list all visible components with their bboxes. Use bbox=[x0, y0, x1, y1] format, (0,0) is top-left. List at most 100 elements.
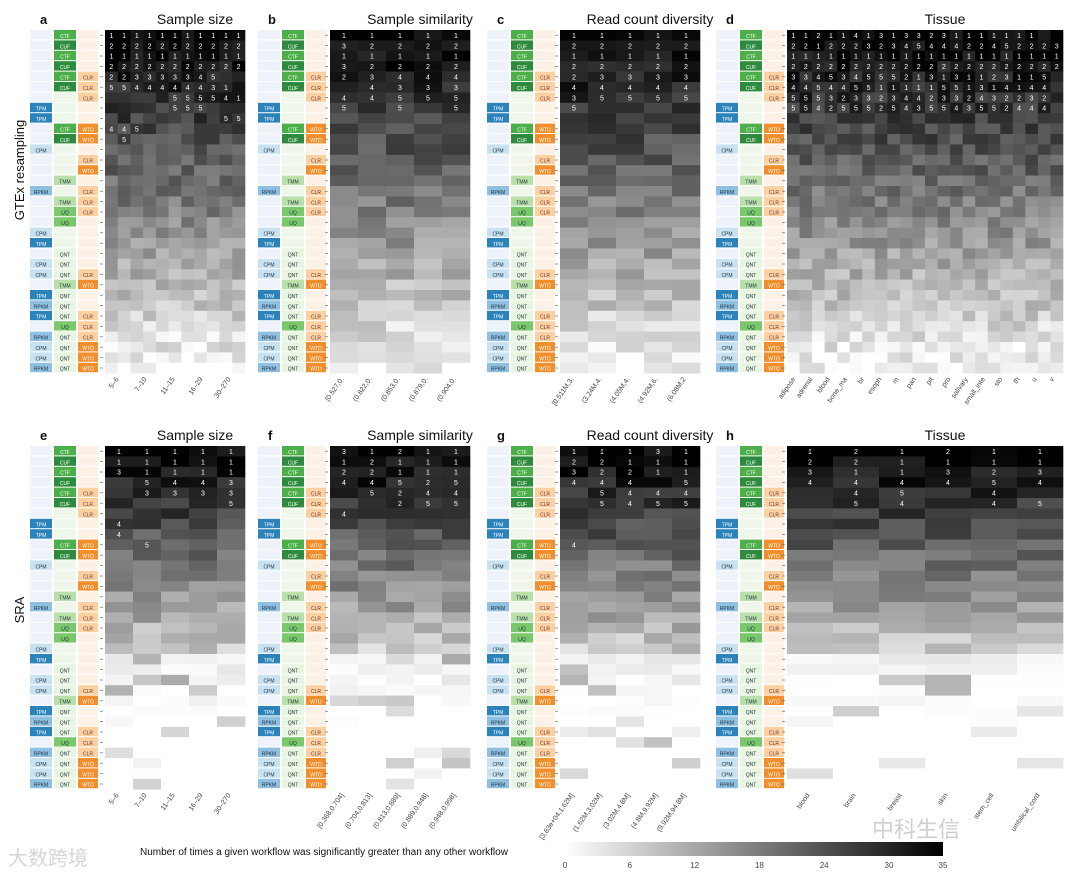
heatmap-cell bbox=[189, 602, 218, 613]
row-method-label: QNT bbox=[746, 679, 757, 685]
heatmap-cell bbox=[330, 695, 359, 707]
row-norm-cell bbox=[258, 685, 280, 695]
row-method-cell bbox=[740, 498, 762, 508]
heatmap-cell bbox=[206, 310, 220, 322]
rank-label: 4 bbox=[370, 480, 374, 487]
row-norm-label: TPM bbox=[493, 658, 504, 664]
row-method-label: CTF bbox=[60, 34, 70, 40]
row-test-cell bbox=[764, 737, 784, 747]
row-method-cell bbox=[54, 758, 76, 768]
row-method-cell bbox=[511, 570, 533, 581]
heatmap-cell bbox=[130, 352, 144, 364]
heatmap-cell bbox=[386, 134, 415, 145]
heatmap-cell bbox=[887, 300, 901, 312]
heatmap-cell bbox=[925, 768, 972, 780]
heatmap-cell bbox=[824, 186, 838, 197]
row-norm-label: CPM bbox=[721, 273, 732, 279]
heatmap-cell bbox=[161, 539, 190, 551]
rank-label: 1 bbox=[628, 459, 632, 466]
heatmap-cell bbox=[442, 154, 471, 166]
row-test-cell bbox=[535, 71, 555, 81]
heatmap-cell bbox=[358, 508, 387, 520]
row-method-label: UQ bbox=[289, 627, 297, 633]
heatmap-cell bbox=[799, 321, 813, 332]
heatmap-cell bbox=[105, 685, 134, 696]
heatmap-cell bbox=[161, 643, 190, 655]
row-norm-cell bbox=[30, 695, 52, 705]
heatmap-cell bbox=[1017, 695, 1064, 707]
heatmap-cell bbox=[824, 206, 838, 218]
row-norm-label: RPKM bbox=[262, 367, 276, 373]
heatmap-cell bbox=[161, 758, 190, 769]
heatmap-cell bbox=[117, 269, 131, 280]
heatmap-cell bbox=[644, 310, 673, 322]
row-norm-cell bbox=[487, 539, 509, 549]
row-norm-cell bbox=[487, 487, 509, 497]
heatmap-cell bbox=[925, 581, 972, 592]
colorbar-tick: 0 bbox=[563, 861, 568, 870]
row-norm-cell bbox=[30, 362, 52, 373]
heatmap-cell bbox=[560, 71, 589, 83]
heatmap-cell bbox=[442, 71, 471, 83]
row-method-cell bbox=[740, 290, 762, 300]
row-method-cell bbox=[282, 279, 304, 289]
row-norm-cell bbox=[30, 248, 52, 258]
heatmap-cell bbox=[975, 61, 989, 72]
heatmap-cell bbox=[787, 217, 800, 228]
x-tick-label: br bbox=[857, 376, 867, 386]
heatmap-cell bbox=[644, 113, 673, 124]
row-test-cell bbox=[78, 664, 98, 674]
heatmap-cell bbox=[833, 560, 880, 572]
row-test-cell bbox=[535, 737, 555, 747]
row-test-label: CLR bbox=[769, 211, 779, 217]
row-norm-label: CPM bbox=[721, 679, 732, 685]
heatmap-cell bbox=[105, 279, 119, 291]
row-norm-cell bbox=[258, 30, 280, 40]
rank-label: 3 bbox=[145, 491, 149, 498]
row-norm-cell bbox=[258, 508, 280, 518]
heatmap-cell bbox=[862, 165, 876, 176]
heatmap-cell bbox=[414, 446, 443, 457]
heatmap-cell bbox=[161, 726, 190, 738]
heatmap-cell bbox=[887, 71, 901, 83]
rank-label: 3 bbox=[808, 470, 812, 477]
rank-label: 4 bbox=[791, 85, 795, 92]
row-method-cell bbox=[54, 186, 76, 196]
row-method-cell bbox=[740, 778, 762, 789]
row-test-label: CLR bbox=[769, 689, 779, 695]
rank-label: 2 bbox=[946, 449, 950, 456]
row-test-cell bbox=[78, 747, 98, 757]
row-test-cell bbox=[78, 123, 98, 133]
heatmap-cell bbox=[971, 778, 1018, 790]
row-norm-cell bbox=[487, 602, 509, 612]
heatmap-cell bbox=[1025, 269, 1039, 280]
heatmap-cell bbox=[386, 633, 415, 644]
heatmap-cell bbox=[194, 238, 208, 249]
heatmap-cell bbox=[1025, 321, 1039, 332]
heatmap-cell bbox=[899, 258, 913, 270]
heatmap-cell bbox=[189, 570, 218, 582]
heatmap-cell bbox=[206, 321, 220, 332]
heatmap-cell bbox=[588, 248, 617, 260]
rank-label: 1 bbox=[791, 33, 795, 40]
row-method-cell bbox=[511, 123, 533, 133]
rank-label: 4 bbox=[980, 95, 984, 102]
row-norm-label: RPKM bbox=[491, 336, 505, 342]
rank-label: 2 bbox=[967, 95, 971, 102]
heatmap-cell bbox=[588, 196, 617, 208]
row-method-label: QNT bbox=[60, 731, 71, 737]
row-method-label: UQ bbox=[518, 325, 526, 331]
heatmap-cell bbox=[217, 508, 246, 520]
heatmap-cell bbox=[1025, 82, 1039, 93]
rank-label: 3 bbox=[842, 75, 846, 82]
row-method-label: TMM bbox=[287, 284, 298, 290]
heatmap-cell bbox=[971, 726, 1018, 738]
heatmap-cell bbox=[937, 40, 951, 52]
row-method-label: UQ bbox=[747, 325, 755, 331]
row-norm-cell bbox=[716, 310, 738, 321]
rank-label: 1 bbox=[917, 75, 921, 82]
heatmap-cell bbox=[133, 643, 162, 655]
heatmap-cell bbox=[1037, 61, 1051, 72]
heatmap-cell bbox=[117, 40, 131, 52]
row-method-label: CTF bbox=[60, 128, 70, 134]
